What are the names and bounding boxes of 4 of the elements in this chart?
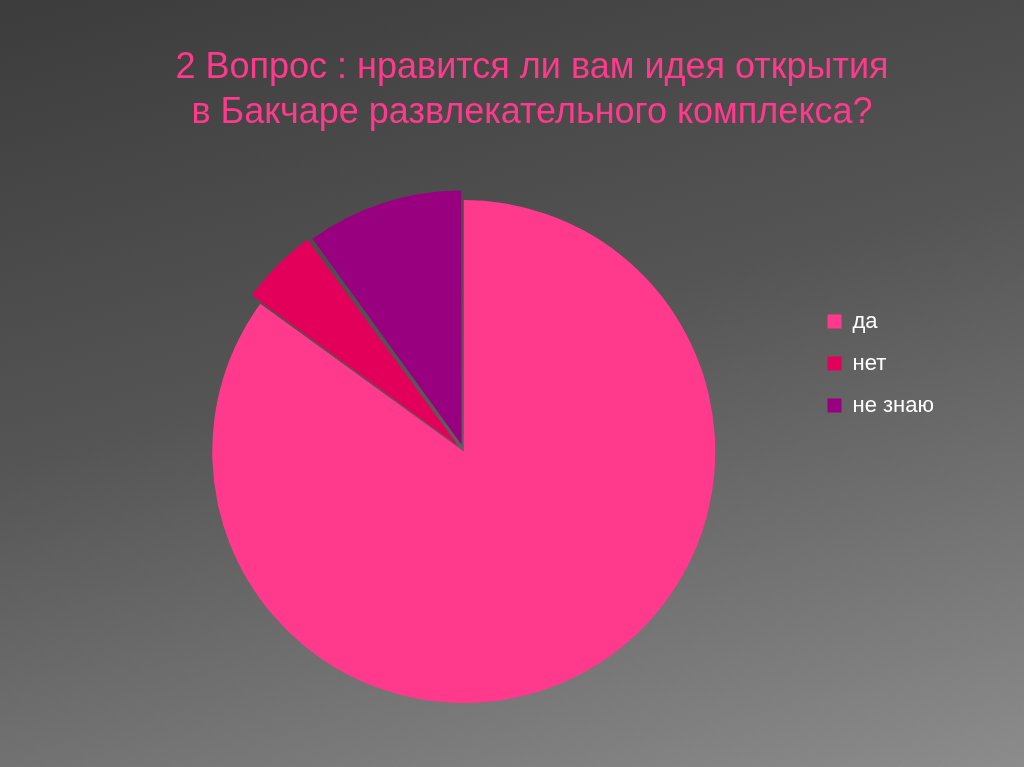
legend-label: да [852, 307, 879, 333]
chart-title: 2 Вопрос : нравится ли вам идея открытия в Бакчаре развлекательного комплекса? [175, 45, 889, 132]
legend-label: нет [852, 349, 887, 375]
legend-label: не знаю [852, 391, 934, 417]
